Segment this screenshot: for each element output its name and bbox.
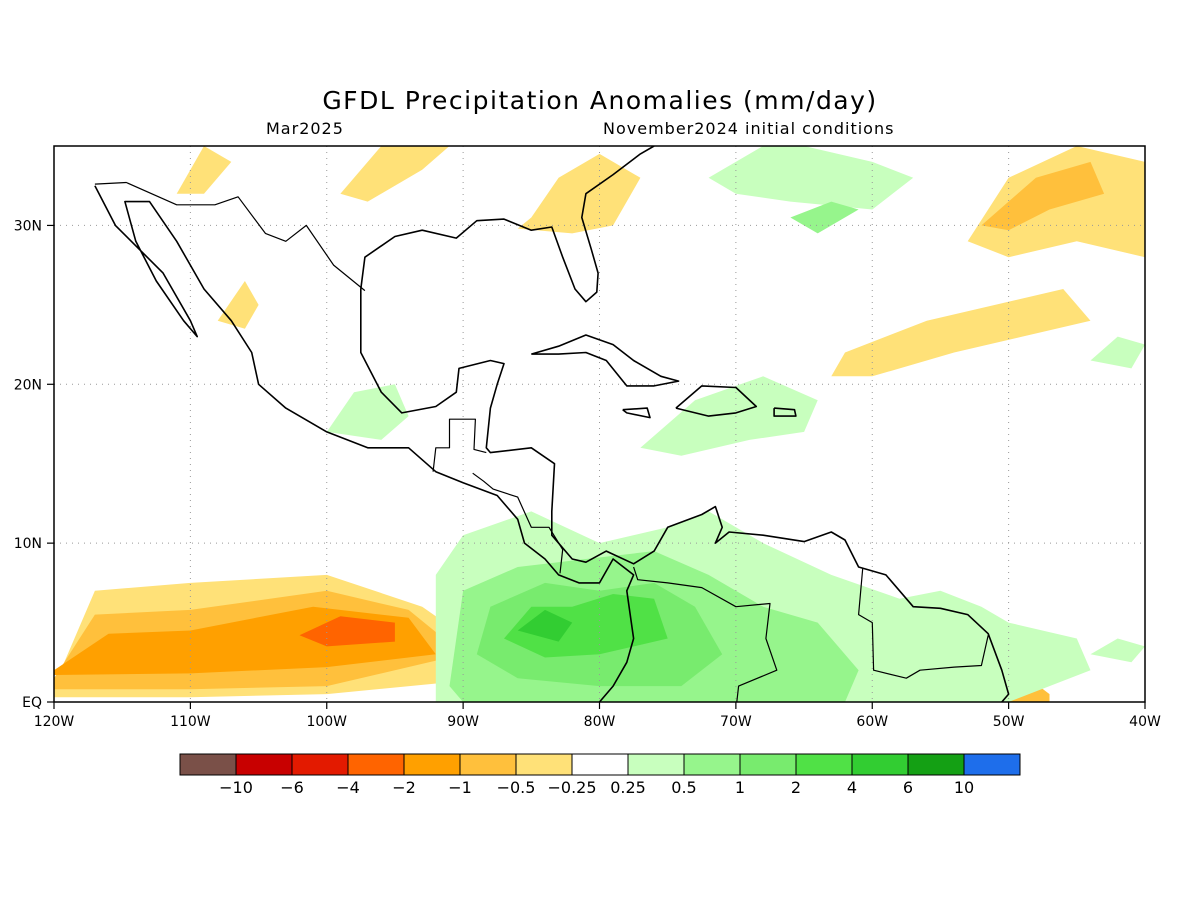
anomaly-region-18 — [640, 376, 818, 456]
coastline — [360, 146, 655, 303]
country-border — [94, 181, 366, 292]
coastline — [675, 385, 758, 417]
colorbar-swatch — [179, 753, 237, 776]
colorbar-label: 2 — [791, 778, 801, 797]
coastline — [531, 334, 680, 387]
lat-tick-label: 30N — [14, 218, 42, 234]
colorbar-label: 6 — [903, 778, 913, 797]
colorbar-swatch — [683, 753, 741, 776]
anomaly-region-23 — [1090, 638, 1145, 663]
coastline — [359, 289, 1010, 702]
lon-tick-label: 120W — [34, 714, 75, 730]
country-border — [472, 472, 564, 574]
anomaly-region-17 — [517, 609, 573, 642]
coastline-layer — [94, 146, 1010, 702]
colorbar-label: −2 — [392, 778, 416, 797]
country-border — [633, 566, 778, 702]
colorbar-label: 0.25 — [610, 778, 646, 797]
anomaly-fill-layer — [54, 146, 1145, 702]
colorbar-label: 1 — [735, 778, 745, 797]
lon-tick-label: 90W — [447, 714, 479, 730]
colorbar-label: −0.25 — [547, 778, 596, 797]
colorbar-swatch — [795, 753, 853, 776]
anomaly-region-22 — [1090, 336, 1145, 369]
colorbar-swatch — [571, 753, 629, 776]
colorbar-label: −4 — [336, 778, 360, 797]
lon-tick-label: 80W — [584, 714, 616, 730]
anomaly-region-3 — [299, 616, 395, 647]
colorbar-label: 4 — [847, 778, 857, 797]
colorbar-swatch — [235, 753, 293, 776]
anomaly-region-8 — [340, 146, 450, 202]
colorbar-swatch — [459, 753, 517, 776]
country-border — [857, 568, 989, 679]
colorbar: −10 −6 −4 −2 −1 −0.5 −0.25 0.25 0.5 1 2 4 6 10 — [179, 753, 1021, 797]
lat-tick-label: EQ — [22, 695, 42, 711]
anomaly-region-7 — [517, 153, 641, 234]
init-conditions-label: November2024 initial conditions — [603, 119, 895, 138]
country-border — [432, 418, 487, 472]
lon-tick-label: 60W — [856, 714, 888, 730]
anomaly-region-19 — [708, 146, 914, 210]
anomaly-region-10 — [217, 281, 259, 329]
colorbar-swatch — [291, 753, 349, 776]
lon-tick-label: 110W — [170, 714, 211, 730]
colorbar-label: −10 — [219, 778, 253, 797]
colorbar-label: −6 — [280, 778, 304, 797]
lat-tick-label: 10N — [14, 536, 42, 552]
colorbar-label: −0.5 — [497, 778, 536, 797]
colorbar-swatch — [851, 753, 909, 776]
colorbar-swatch — [403, 753, 461, 776]
colorbar-swatch — [907, 753, 965, 776]
colorbar-swatch — [739, 753, 797, 776]
anomaly-region-5 — [981, 161, 1105, 231]
coastline — [773, 407, 797, 417]
colorbar-swatch — [627, 753, 685, 776]
anomaly-region-6 — [831, 289, 1091, 377]
coastline — [94, 185, 635, 702]
lon-tick-label: 40W — [1129, 714, 1161, 730]
map-title: GFDL Precipitation Anomalies (mm/day) — [322, 86, 878, 115]
map-axes: 120W 110W 100W 90W 80W 70W 60W 50W 40W EQ 10N 20N 30… — [14, 218, 1161, 730]
lon-tick-label: 70W — [720, 714, 752, 730]
colorbar-label: −1 — [448, 778, 472, 797]
anomaly-region-20 — [790, 201, 859, 234]
anomaly-region-9 — [176, 146, 232, 194]
colorbar-label: 10 — [954, 778, 974, 797]
colorbar-swatch — [347, 753, 405, 776]
coastline — [622, 407, 651, 419]
lon-tick-label: 50W — [993, 714, 1025, 730]
lon-tick-label: 100W — [306, 714, 347, 730]
colorbar-swatch — [963, 753, 1021, 776]
lat-tick-label: 20N — [14, 377, 42, 393]
anomaly-region-16 — [504, 594, 668, 658]
colorbar-swatch — [515, 753, 573, 776]
anomaly-region-21 — [326, 384, 409, 440]
colorbar-label: 0.5 — [671, 778, 696, 797]
valid-month-label: Mar2025 — [266, 119, 344, 138]
